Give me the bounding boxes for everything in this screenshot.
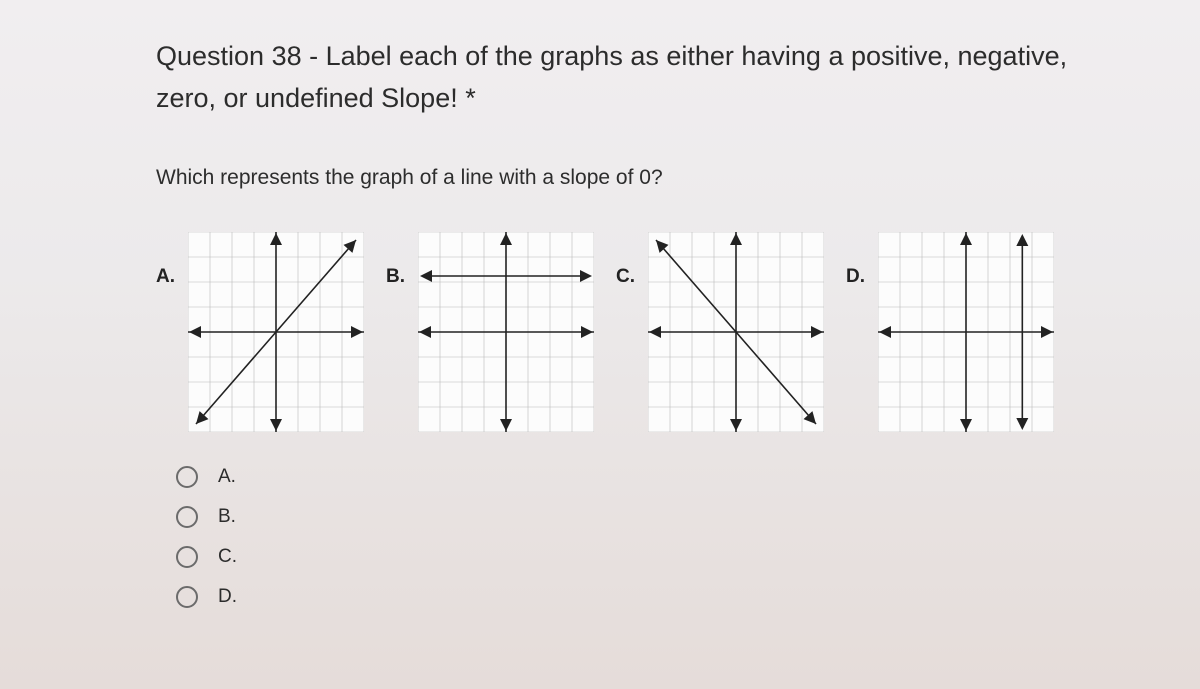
option-label: C. [218,546,237,568]
option-a[interactable]: A. [176,466,1140,488]
option-label: D. [218,586,237,608]
radio-icon[interactable] [176,546,198,568]
graph-label: A. [156,232,182,288]
graph-item-d: D. [846,232,1054,432]
graph-label: C. [616,232,642,288]
option-label: B. [218,506,236,528]
graph-item-c: C. [616,232,824,432]
graph-horizontal [418,232,594,432]
radio-icon[interactable] [176,586,198,608]
quiz-page: Question 38 - Label each of the graphs a… [0,0,1200,689]
graph-item-a: A. [156,232,364,432]
graph-item-b: B. [386,232,594,432]
graph-positive [188,232,364,432]
option-b[interactable]: B. [176,506,1140,528]
option-label: A. [218,466,236,488]
answer-options: A. B. C. D. [156,466,1140,608]
radio-icon[interactable] [176,506,198,528]
option-d[interactable]: D. [176,586,1140,608]
graph-row: A. B. C. D. [156,232,1140,432]
graph-label: D. [846,232,872,288]
graph-vertical [878,232,1054,432]
graph-negative [648,232,824,432]
radio-icon[interactable] [176,466,198,488]
question-title: Question 38 - Label each of the graphs a… [156,36,1106,120]
graph-label: B. [386,232,412,288]
question-subtext: Which represents the graph of a line wit… [156,166,1140,190]
option-c[interactable]: C. [176,546,1140,568]
